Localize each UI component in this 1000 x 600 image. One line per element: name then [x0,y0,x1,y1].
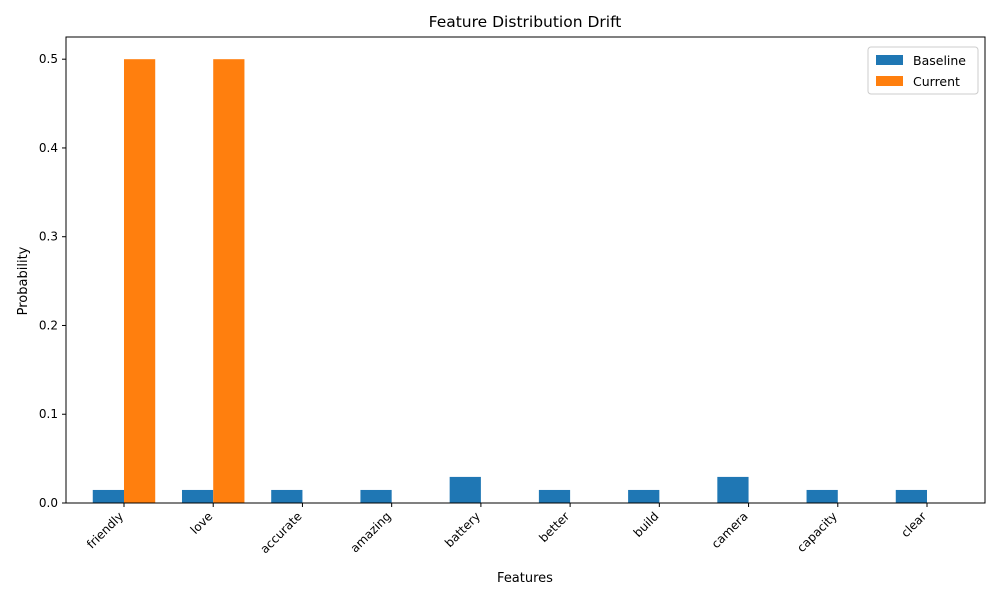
legend: Baseline Current [867,46,979,95]
y-tick-label: 0.2 [39,318,58,332]
plot-frame [65,36,986,504]
x-tick-label-accurate: accurate [258,509,305,556]
bar-baseline-capacity [806,489,838,503]
x-tick-label-better: better [536,509,572,545]
legend-label-current: Current [913,74,960,89]
bar-current-love [213,59,245,503]
x-tick-label-clear: clear [898,509,929,540]
bar-baseline-build [628,489,660,503]
x-tick-label-love: love [188,509,216,537]
bar-baseline-accurate [271,489,303,503]
x-tick-label-amazing: amazing [348,509,394,555]
axes-layer: 0.0 0.1 0.2 0.3 0.4 0.5 friendly love accurate am… [39,36,986,556]
bar-baseline-friendly [92,489,124,503]
y-tick-label: 0.5 [39,52,58,66]
bar-baseline-clear [895,489,928,503]
bar-baseline-better [538,489,571,503]
legend-swatch-baseline [876,55,903,65]
y-tick-label: 0.4 [39,141,58,155]
x-tick-label-friendly: friendly [84,509,126,551]
bars-layer [92,59,928,503]
bar-baseline-love [181,489,214,503]
bar-baseline-camera [717,476,749,503]
y-tick-label: 0.0 [39,496,58,510]
y-tick-label: 0.3 [39,230,58,244]
y-tick-label: 0.1 [39,407,58,421]
y-axis-label: Probability [16,246,31,315]
bar-baseline-battery [449,476,481,503]
legend-label-baseline: Baseline [913,53,966,68]
legend-swatch-current [876,76,903,86]
x-tick-label-capacity: capacity [794,509,840,555]
x-tick-label-battery: battery [442,509,483,550]
bar-current-friendly [123,59,156,503]
bar-baseline-amazing [360,489,392,503]
chart-title: Feature Distribution Drift [429,13,622,31]
x-tick-label-camera: camera [709,509,751,551]
x-tick-label-build: build [631,509,662,540]
x-axis-label: Features [497,571,553,586]
